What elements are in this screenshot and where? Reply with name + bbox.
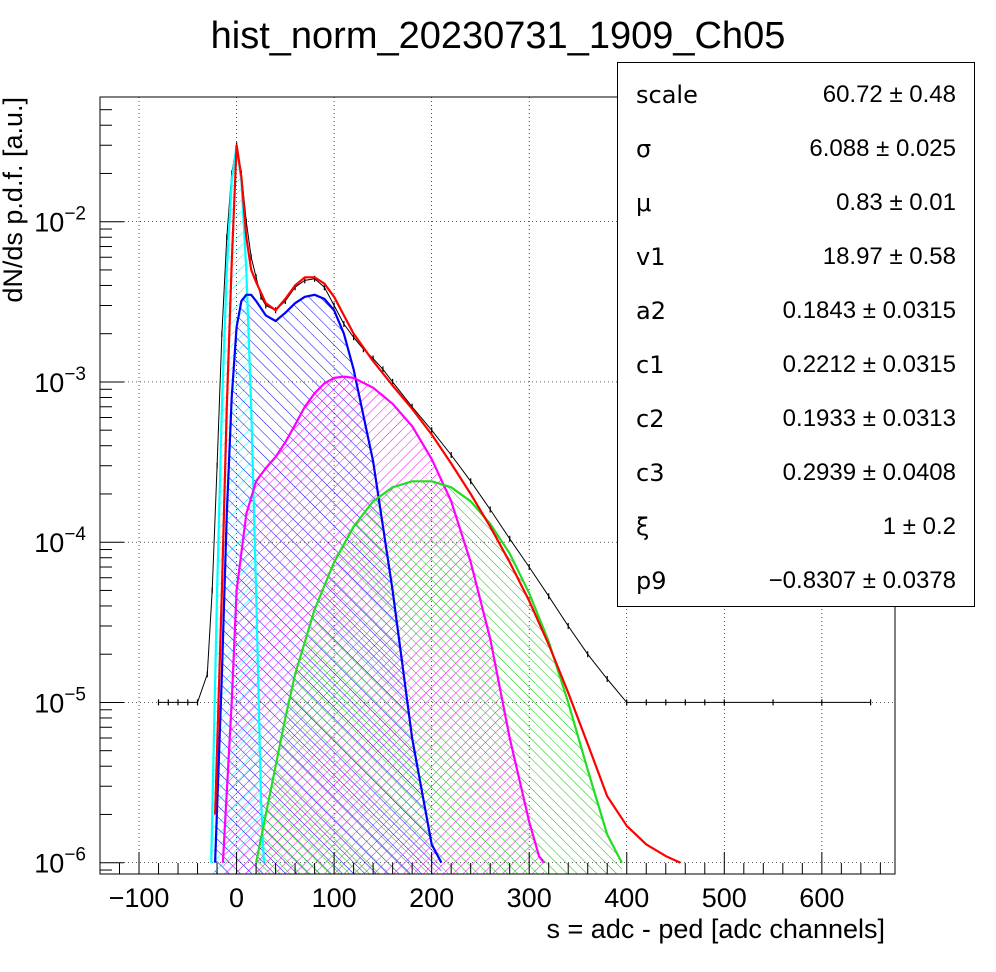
- x-tick-label: 100: [312, 883, 357, 913]
- x-tick-label: 600: [799, 883, 844, 913]
- y-tick-label: 10−5: [34, 684, 86, 718]
- stat-name: c3: [636, 459, 665, 487]
- component-fills: [211, 145, 622, 874]
- fit-curve: [214, 293, 443, 864]
- stat-name: scale: [636, 81, 698, 109]
- fit-curve: [221, 375, 545, 864]
- x-tick-label: 500: [702, 883, 747, 913]
- stat-value: 18.97 ± 0.58: [822, 243, 956, 270]
- stat-value: −0.8307 ± 0.0378: [768, 567, 956, 594]
- stat-name: v1: [636, 243, 666, 271]
- stat-name: p9: [636, 567, 667, 595]
- stat-row: c1 0.2212 ± 0.0315: [618, 337, 974, 391]
- stat-name: ξ: [636, 513, 650, 541]
- x-tick-label: 300: [507, 883, 552, 913]
- stat-row: p9 −0.8307 ± 0.0378: [618, 553, 974, 607]
- stat-row: c3 0.2939 ± 0.0408: [618, 445, 974, 499]
- x-tick-label: 0: [229, 883, 244, 913]
- stat-row: scale 60.72 ± 0.48: [618, 67, 974, 121]
- stat-value: 0.2212 ± 0.0315: [782, 351, 956, 378]
- y-tick-label: 10−2: [34, 204, 86, 238]
- stat-value: 0.1843 ± 0.0315: [782, 297, 956, 324]
- stat-value: 6.088 ± 0.025: [809, 135, 956, 162]
- x-tick-label: 200: [409, 883, 454, 913]
- stat-name: c2: [636, 405, 665, 433]
- y-tick-label: 10−6: [34, 845, 86, 879]
- stat-name: c1: [636, 351, 665, 379]
- histogram-line: [158, 145, 871, 703]
- fit-curve: [255, 480, 623, 864]
- y-axis: 10−6 10−5 10−4 10−3 10−2: [34, 96, 124, 879]
- stat-row: σ 6.088 ± 0.025: [618, 121, 974, 175]
- stat-row: ξ 1 ± 0.2: [618, 499, 974, 553]
- stat-name: a2: [636, 297, 666, 325]
- y-tick-label: 10−4: [34, 524, 86, 558]
- stat-row: c2 0.1933 ± 0.0313: [618, 391, 974, 445]
- stat-value: 0.1933 ± 0.0313: [782, 405, 956, 432]
- x-tick-label: 400: [604, 883, 649, 913]
- stat-name: σ: [636, 135, 652, 163]
- stat-name: μ: [636, 189, 652, 217]
- y-axis-label: dN/ds p.d.f. [a.u.]: [0, 97, 28, 303]
- stat-row: a2 0.1843 ± 0.0315: [618, 283, 974, 337]
- stat-value: 0.2939 ± 0.0408: [782, 459, 956, 486]
- x-axis: −100 0 100 200 300 400 500 600: [109, 852, 881, 913]
- stat-row: v1 18.97 ± 0.58: [618, 229, 974, 283]
- fit-parameters-box: scale 60.72 ± 0.48 σ 6.088 ± 0.025 μ 0.83 ±…: [617, 62, 975, 607]
- y-tick-label: 10−3: [34, 364, 86, 398]
- x-tick-label: −100: [109, 883, 170, 913]
- stat-value: 60.72 ± 0.48: [822, 81, 956, 108]
- fit-curve: [214, 144, 681, 864]
- fit-curves: [210, 144, 681, 864]
- stat-value: 1 ± 0.2: [882, 513, 956, 540]
- component-fill: [256, 481, 622, 874]
- chart-title: hist_norm_20230731_1909_Ch05: [211, 15, 786, 57]
- stat-value: 0.83 ± 0.01: [836, 189, 956, 216]
- x-axis-label: s = adc - ped [adc channels]: [547, 914, 885, 944]
- stat-row: μ 0.83 ± 0.01: [618, 175, 974, 229]
